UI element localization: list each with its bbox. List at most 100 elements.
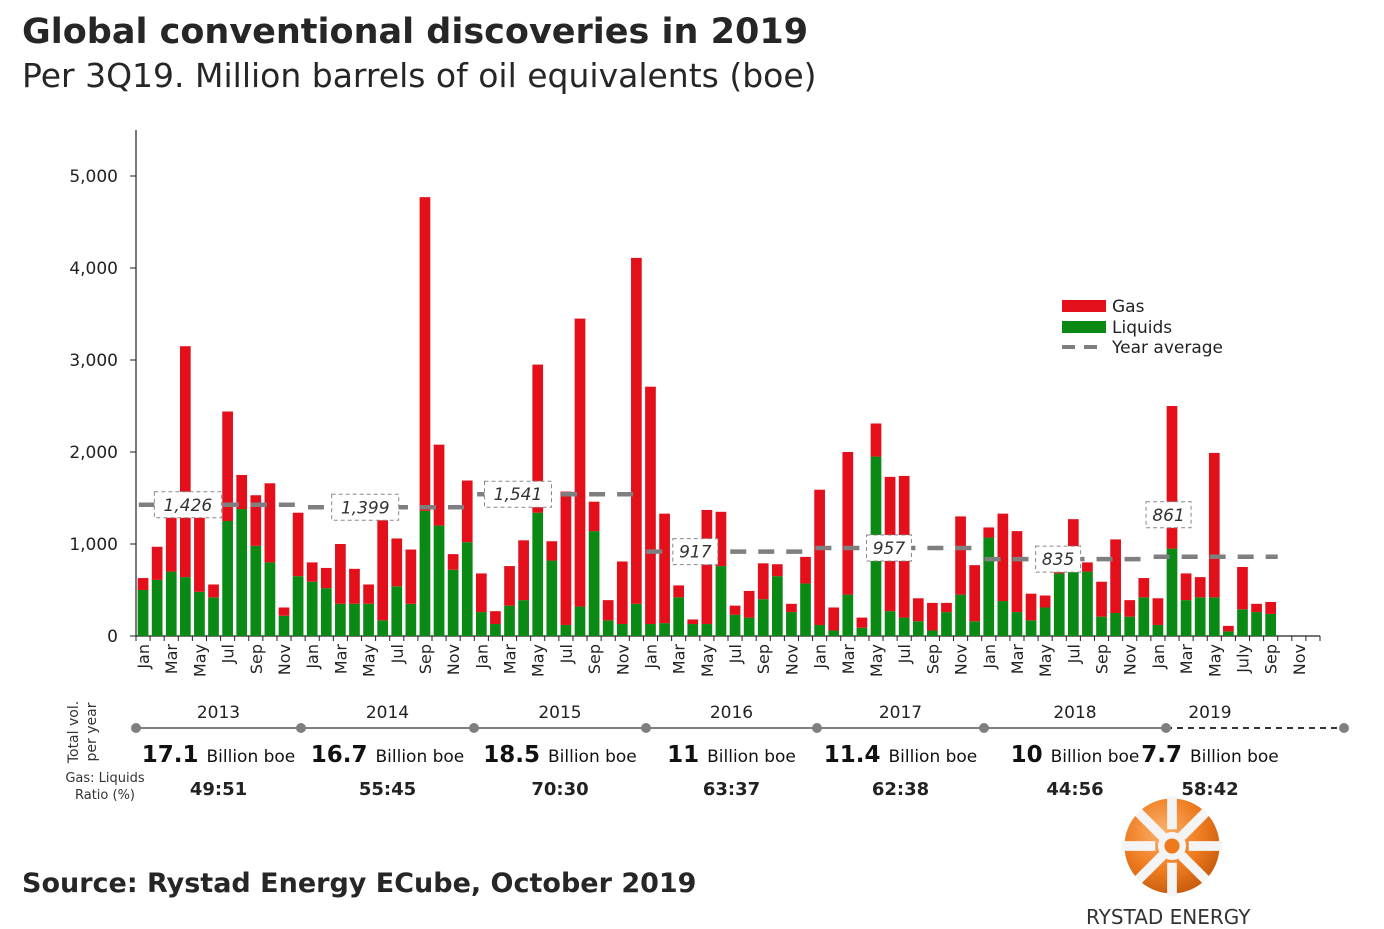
total-volume-label: Total vol. xyxy=(66,701,82,764)
x-tick-label: Jan xyxy=(472,644,491,670)
chart-subtitle: Per 3Q19. Million barrels of oil equival… xyxy=(22,56,817,95)
bar-gas xyxy=(363,584,374,604)
x-tick-label: May xyxy=(1205,644,1224,677)
summary-year: 2013 xyxy=(197,703,240,723)
summary-ratio: 55:45 xyxy=(359,779,416,800)
x-tick-label: Sep xyxy=(754,644,773,674)
year-average-label-box xyxy=(153,491,222,519)
timeline-dot xyxy=(131,723,141,733)
bar-gas xyxy=(1096,581,1107,617)
x-tick-label: Mar xyxy=(331,644,350,675)
bar-liquids xyxy=(560,624,572,636)
bar-liquids xyxy=(757,599,769,636)
bar-gas xyxy=(222,411,233,521)
bar-liquids xyxy=(320,588,332,636)
summary-ratio: 62:38 xyxy=(872,779,929,800)
bar-gas xyxy=(983,527,995,538)
bar-gas xyxy=(1110,539,1121,613)
bar-liquids xyxy=(1067,561,1079,636)
bar-liquids xyxy=(800,583,811,636)
x-tick-label: Mar xyxy=(839,644,858,675)
bar-gas xyxy=(165,514,177,572)
y-tick-label: 5,000 xyxy=(69,167,118,187)
y-tick-label: 4,000 xyxy=(69,259,118,279)
summary-year: 2019 xyxy=(1188,703,1231,723)
bar-liquids xyxy=(532,512,544,636)
y-tick-label: 0 xyxy=(107,627,118,647)
bar-gas xyxy=(997,513,1009,602)
x-tick-label: May xyxy=(360,644,379,677)
bar-gas xyxy=(179,346,191,578)
bar-liquids xyxy=(1053,573,1065,636)
timeline-dot xyxy=(812,723,822,733)
x-tick-label: Jan xyxy=(1149,644,1168,670)
bar-gas xyxy=(264,483,276,563)
year-average-label: 957 xyxy=(873,539,906,559)
bar-liquids xyxy=(983,537,995,636)
bar-gas xyxy=(419,197,431,511)
total-volume-label: per year xyxy=(84,702,100,761)
bar-liquids xyxy=(504,605,515,636)
bar-liquids xyxy=(927,630,938,636)
bar-gas xyxy=(504,566,515,606)
summary-total: 11 Billion boe xyxy=(667,742,796,768)
x-tick-label: Mar xyxy=(501,644,520,675)
timeline-dot xyxy=(469,723,479,733)
bar-gas xyxy=(236,475,248,510)
summary-year: 2014 xyxy=(366,703,409,723)
bar-gas xyxy=(659,513,670,624)
y-tick-label: 3,000 xyxy=(69,351,118,371)
bar-liquids xyxy=(461,542,473,636)
bar-liquids xyxy=(1265,613,1277,636)
bar-liquids xyxy=(659,623,670,636)
x-tick-label: Nov xyxy=(444,644,463,675)
bar-gas xyxy=(941,602,952,613)
x-tick-label: Mar xyxy=(670,644,689,675)
summary-total: 11.4 Billion boe xyxy=(824,742,978,768)
x-tick-label: Nov xyxy=(1290,644,1309,675)
bar-gas xyxy=(757,563,769,600)
summary-ratio: 49:51 xyxy=(190,779,247,800)
bar-gas xyxy=(673,585,685,598)
bar-liquids xyxy=(292,576,304,636)
bar-liquids xyxy=(1166,548,1178,636)
x-tick-label: Nov xyxy=(275,644,294,675)
summary-ratio: 58:42 xyxy=(1181,779,1238,800)
bar-gas xyxy=(546,541,558,561)
bar-liquids xyxy=(1208,597,1220,636)
summary-year: 2016 xyxy=(710,703,753,723)
bar-liquids xyxy=(391,586,403,636)
x-tick-label: Mar xyxy=(162,644,181,675)
bar-liquids xyxy=(165,571,177,636)
y-tick-label: 2,000 xyxy=(69,443,118,463)
bar-liquids xyxy=(419,510,431,636)
bar-gas xyxy=(405,549,417,604)
x-tick-label: Jul xyxy=(557,644,576,664)
bar-gas xyxy=(588,501,600,532)
bar-gas xyxy=(955,516,966,595)
chart-title: Global conventional discoveries in 2019 xyxy=(22,12,809,52)
bar-liquids xyxy=(306,581,318,636)
bar-gas xyxy=(1208,452,1220,598)
summary-total: 7.7 Billion boe xyxy=(1141,742,1279,768)
legend-label-liquids: Liquids xyxy=(1112,318,1172,338)
bar-liquids xyxy=(1110,613,1121,636)
ratio-label: Gas: Liquids xyxy=(65,771,145,786)
bar-gas xyxy=(1194,577,1206,598)
bar-gas xyxy=(645,386,656,625)
bar-gas xyxy=(433,444,445,526)
bar-liquids xyxy=(335,603,346,636)
bar-gas xyxy=(969,565,981,622)
bar-gas xyxy=(447,554,459,570)
summary-total: 16.7 Billion boe xyxy=(311,742,465,768)
bar-liquids xyxy=(1223,631,1234,636)
bar-gas xyxy=(687,619,699,625)
bar-gas xyxy=(927,602,938,631)
summary-year: 2015 xyxy=(538,703,581,723)
x-tick-label: Jul xyxy=(388,644,407,664)
summary-total: 18.5 Billion boe xyxy=(483,742,637,768)
x-tick-label: May xyxy=(1036,644,1055,677)
bar-liquids xyxy=(179,577,191,636)
bar-liquids xyxy=(1251,612,1262,636)
x-tick-label: Nov xyxy=(1121,644,1140,675)
